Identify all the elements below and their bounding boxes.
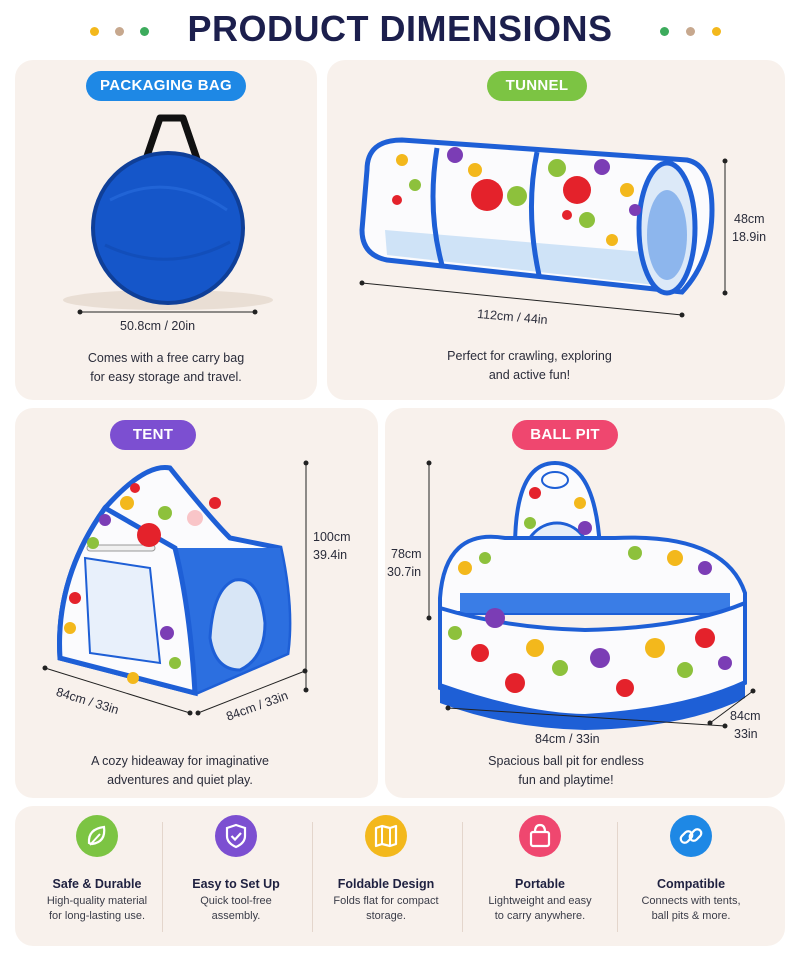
- decor-dot: [686, 27, 695, 36]
- feature-desc-line1: Quick tool-free: [200, 895, 272, 907]
- feature-desc-line2: storage.: [366, 910, 406, 922]
- bag-width-label: 50.8cm / 20in: [120, 319, 196, 333]
- bag-width-arrow: [77, 309, 258, 315]
- link-icon: [670, 815, 712, 857]
- feature-desc-line2: to carry anywhere.: [494, 910, 586, 922]
- shield-check-icon: [215, 815, 257, 857]
- ball-pit-width-arrow: [445, 705, 728, 729]
- carry-bag-image: [63, 114, 273, 310]
- feature-title: Easy to Set Up: [192, 877, 280, 891]
- ball-pit-depth-in: 33in: [734, 727, 758, 741]
- tent-height-arrow: [303, 460, 309, 693]
- feature-desc-line1: Folds flat for compact: [333, 895, 439, 907]
- ball-pit-label: BALL PIT: [512, 420, 618, 450]
- feature-easy-setup: Easy to Set Up Quick tool-free assembly.: [161, 815, 311, 924]
- ball-pit-caption-line2: fun and playtime!: [518, 773, 614, 787]
- tunnel-height-cm: 48cm: [734, 212, 765, 226]
- tent-height-in: 39.4in: [313, 548, 348, 562]
- feature-title: Foldable Design: [337, 877, 435, 891]
- ball-pit-caption-line1: Spacious ball pit for endless: [488, 754, 644, 768]
- ball-pit-height-cm: 78cm: [391, 547, 422, 561]
- feature-desc: Folds flat for compact storage.: [311, 894, 461, 924]
- tunnel-height-in: 18.9in: [732, 230, 767, 244]
- page-title: PRODUCT DIMENSIONS: [187, 8, 613, 49]
- feature-desc: Lightweight and easy to carry anywhere.: [465, 894, 615, 924]
- decor-dot: [712, 27, 721, 36]
- tunnel-caption: Perfect for crawling, exploring and acti…: [327, 347, 732, 385]
- ball-pit-depth-cm: 84cm: [730, 709, 761, 723]
- ball-pit-card: BALL PIT: [385, 408, 785, 798]
- tent-depth-arrow: [42, 665, 193, 716]
- feature-title: Safe & Durable: [52, 877, 142, 891]
- tunnel-length-arrow: [359, 280, 685, 318]
- decor-dot: [115, 27, 124, 36]
- feature-safe-durable: Safe & Durable High-quality material for…: [22, 815, 172, 924]
- decor-dot: [660, 27, 669, 36]
- feature-desc-line2: for long-lasting use.: [49, 910, 145, 922]
- ball-pit-image: [438, 460, 747, 730]
- tent-caption-line1: A cozy hideaway for imaginative: [91, 754, 269, 768]
- ball-pit-width-label: 84cm / 33in: [535, 732, 600, 746]
- ball-pit-height-in: 30.7in: [387, 565, 422, 579]
- bag-caption: Comes with a free carry bag for easy sto…: [15, 349, 317, 387]
- feature-desc: High-quality material for long-lasting u…: [22, 894, 172, 924]
- tunnel-label: TUNNEL: [487, 71, 587, 101]
- feature-desc-line2: assembly.: [211, 910, 261, 922]
- tunnel-card: TUNNEL 112cm / 44in 48cm 18.9in Perfect …: [327, 60, 785, 400]
- ball-pit-height-arrow: [426, 460, 432, 621]
- tent-caption: A cozy hideaway for imaginative adventur…: [15, 752, 345, 790]
- tent-image: [57, 465, 292, 697]
- feature-desc-line1: High-quality material: [46, 895, 148, 907]
- tent-label: TENT: [110, 420, 196, 450]
- feature-divider: [462, 822, 463, 932]
- ball-pit-caption: Spacious ball pit for endless fun and pl…: [385, 752, 747, 790]
- tent-width-arrow: [195, 668, 308, 716]
- tent-caption-line2: adventures and quiet play.: [107, 773, 253, 787]
- feature-title: Portable: [514, 877, 565, 891]
- page-header: PRODUCT DIMENSIONS: [0, 0, 800, 62]
- feature-desc-line2: ball pits & more.: [651, 910, 731, 922]
- tunnel-caption-line1: Perfect for crawling, exploring: [447, 349, 612, 363]
- packaging-bag-card: PACKAGING BAG 50.8cm / 20in Comes with a…: [15, 60, 317, 400]
- feature-portable: Portable Lightweight and easy to carry a…: [465, 815, 615, 924]
- decor-dot: [90, 27, 99, 36]
- bag-caption-line2: for easy storage and travel.: [90, 370, 242, 384]
- bag-caption-line1: Comes with a free carry bag: [87, 351, 245, 365]
- feature-desc-line1: Lightweight and easy: [488, 895, 592, 907]
- folded-map-icon: [365, 815, 407, 857]
- feature-foldable: Foldable Design Folds flat for compact s…: [311, 815, 461, 924]
- leaf-icon: [76, 815, 118, 857]
- tunnel-caption-line2: and active fun!: [488, 368, 571, 382]
- shopping-bag-icon: [519, 815, 561, 857]
- packaging-bag-label: PACKAGING BAG: [86, 71, 246, 101]
- feature-compatible: Compatible Connects with tents, ball pit…: [616, 815, 766, 924]
- feature-divider: [162, 822, 163, 932]
- feature-desc-line1: Connects with tents,: [641, 895, 741, 907]
- feature-title: Compatible: [656, 877, 726, 891]
- tunnel-image: [359, 137, 715, 296]
- feature-desc: Quick tool-free assembly.: [161, 894, 311, 924]
- tent-height-cm: 100cm: [313, 530, 351, 544]
- feature-divider: [617, 822, 618, 932]
- tunnel-height-arrow: [722, 158, 728, 296]
- decor-dot: [140, 27, 149, 36]
- tent-card: TENT 100cm 39.4in 84cm / 33in 84cm / 33i…: [15, 408, 378, 798]
- ball-pit-depth-arrow: [707, 688, 756, 726]
- feature-desc: Connects with tents, ball pits & more.: [616, 894, 766, 924]
- feature-divider: [312, 822, 313, 932]
